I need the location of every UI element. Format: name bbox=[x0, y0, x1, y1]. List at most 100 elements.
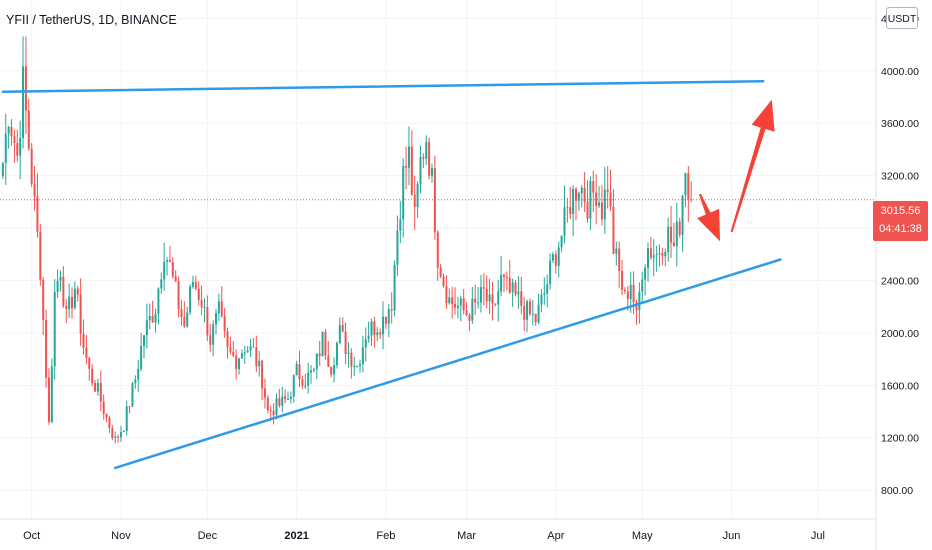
candle-body bbox=[459, 298, 462, 306]
candle-body bbox=[47, 377, 50, 422]
drawings[interactable] bbox=[1, 80, 782, 470]
candle bbox=[580, 184, 583, 208]
candle bbox=[197, 281, 200, 306]
candle-body bbox=[177, 281, 180, 310]
candle-body bbox=[485, 288, 488, 302]
candle-body bbox=[330, 366, 333, 375]
candle-body bbox=[361, 347, 364, 365]
candle bbox=[465, 302, 468, 317]
candle bbox=[39, 224, 42, 286]
candle-body bbox=[7, 126, 10, 134]
candle bbox=[180, 299, 183, 326]
resistance-trendline[interactable] bbox=[1, 80, 765, 93]
candle bbox=[589, 176, 592, 231]
candle-body bbox=[134, 379, 137, 384]
candle-body bbox=[517, 291, 520, 295]
candles bbox=[1, 36, 693, 444]
candle-body bbox=[197, 288, 200, 300]
candle bbox=[431, 163, 433, 183]
candle bbox=[261, 359, 264, 401]
candle-body bbox=[148, 316, 151, 321]
candle-body bbox=[577, 193, 580, 201]
candle bbox=[456, 296, 459, 319]
candle bbox=[102, 394, 105, 420]
candle bbox=[410, 130, 413, 196]
candle-body bbox=[235, 355, 238, 370]
candle-body bbox=[108, 417, 111, 429]
candle bbox=[151, 300, 154, 323]
candle bbox=[658, 244, 661, 267]
support-trendline[interactable] bbox=[113, 258, 782, 470]
price-tick-label: 4000.00 bbox=[881, 66, 919, 78]
candle bbox=[531, 300, 534, 326]
candle bbox=[252, 338, 255, 348]
candle-body bbox=[24, 66, 27, 111]
arrow-down-icon[interactable] bbox=[697, 193, 720, 242]
candle bbox=[497, 279, 500, 322]
candle bbox=[171, 257, 174, 279]
time-axis[interactable]: Oct Nov Dec 2021 Feb Mar Apr May Jun Jul bbox=[23, 530, 825, 542]
last-price-value: 3015.56 bbox=[880, 205, 921, 217]
candle-body bbox=[419, 157, 422, 185]
candle-body bbox=[609, 192, 612, 207]
price-tick-label: 2400.00 bbox=[881, 275, 919, 287]
candle-body bbox=[407, 146, 410, 168]
candle-body bbox=[88, 358, 91, 369]
candle bbox=[474, 284, 477, 315]
candle-body bbox=[410, 146, 413, 195]
candle-body bbox=[298, 364, 301, 380]
candle bbox=[71, 287, 73, 319]
candle-body bbox=[531, 313, 534, 315]
arrow-up-icon[interactable] bbox=[730, 99, 775, 233]
candle bbox=[647, 242, 649, 282]
candle bbox=[390, 292, 393, 324]
candle-body bbox=[678, 221, 681, 235]
candle-body bbox=[117, 436, 120, 438]
candle bbox=[439, 264, 442, 278]
candle-body bbox=[42, 279, 45, 320]
time-tick-label: Nov bbox=[111, 530, 131, 542]
candle bbox=[356, 365, 359, 368]
candle bbox=[148, 303, 151, 330]
candle-body bbox=[612, 206, 615, 254]
candle bbox=[511, 278, 514, 307]
candle-body bbox=[672, 242, 675, 247]
candle bbox=[523, 296, 526, 331]
candle-body bbox=[220, 301, 223, 317]
candle bbox=[603, 166, 606, 234]
candle-body bbox=[598, 202, 601, 206]
price-tick-label: 2000.00 bbox=[881, 328, 919, 340]
candle bbox=[517, 275, 520, 309]
candle-body bbox=[523, 306, 526, 320]
candle bbox=[577, 191, 580, 211]
candle bbox=[422, 153, 425, 169]
candle bbox=[321, 331, 324, 357]
candle-body bbox=[589, 181, 592, 219]
candle bbox=[549, 253, 552, 290]
candle-body bbox=[350, 352, 353, 367]
candle bbox=[387, 303, 390, 338]
candle bbox=[684, 172, 687, 207]
currency-button[interactable]: USDT bbox=[886, 7, 918, 29]
candle bbox=[583, 172, 586, 213]
candle-body bbox=[670, 226, 673, 243]
candle bbox=[7, 126, 10, 149]
candle-body bbox=[333, 365, 336, 375]
candle bbox=[367, 321, 370, 343]
time-tick-label: May bbox=[632, 530, 653, 542]
candle bbox=[275, 393, 278, 420]
candle-body bbox=[226, 331, 229, 348]
candle-body bbox=[442, 276, 445, 287]
candle bbox=[364, 327, 367, 362]
candle bbox=[678, 217, 681, 238]
candle-body bbox=[209, 335, 212, 345]
candle-body bbox=[73, 288, 76, 309]
candle-body bbox=[99, 382, 102, 402]
candle bbox=[140, 332, 143, 372]
candle bbox=[442, 273, 445, 288]
candle bbox=[212, 320, 215, 357]
candle bbox=[166, 257, 169, 276]
candle-body bbox=[62, 276, 65, 306]
